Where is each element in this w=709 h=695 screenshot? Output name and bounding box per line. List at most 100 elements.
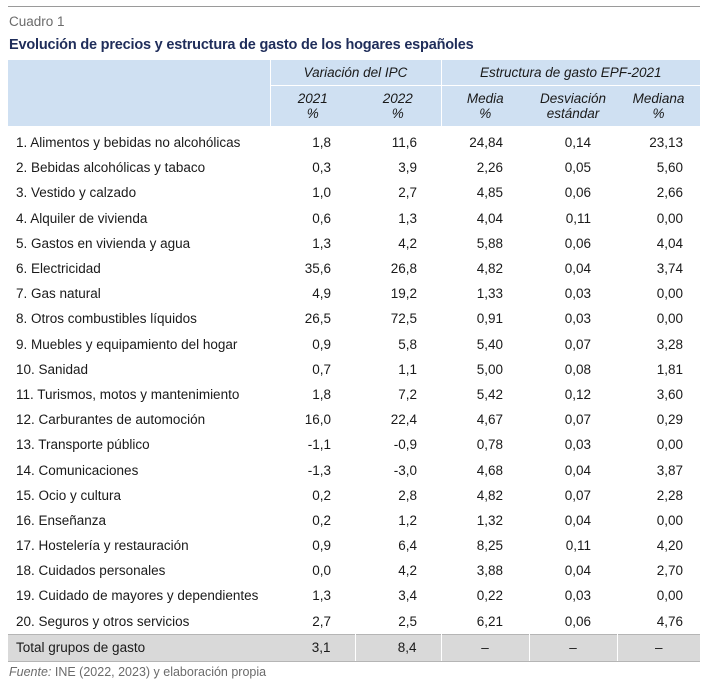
table-row: 20. Seguros y otros servicios 2,7 2,5 6,21 0… <box>8 609 700 635</box>
cell-media: 4,68 <box>476 462 503 478</box>
cell-ipc-2021: 0,9 <box>312 538 331 554</box>
table-row: 13. Transporte público -1,1 -0,9 0,78 0,03 0,… <box>8 432 700 457</box>
cell-media: 1,33 <box>476 286 503 302</box>
cell-ipc-2021: -1,3 <box>307 462 331 478</box>
cell-desviacion: 0,14 <box>564 135 591 151</box>
cell-desviacion: 0,06 <box>564 235 591 251</box>
cell-media: 4,82 <box>476 261 503 277</box>
table-row: 9. Muebles y equipamiento del hogar 0,9 5,… <box>8 332 700 357</box>
cell-desviacion: 0,08 <box>564 361 591 377</box>
cell-desviacion: 0,07 <box>564 487 591 503</box>
cell-ipc-2022: 19,2 <box>390 286 417 302</box>
cell-desviacion: 0,03 <box>564 437 591 453</box>
row-label: 4. Alquiler de vivienda <box>16 210 148 226</box>
top-rule <box>8 6 700 7</box>
header-blank-cell <box>8 60 271 126</box>
cell-media: 0,78 <box>476 437 503 453</box>
cell-desviacion: 0,12 <box>564 386 591 402</box>
cell-mediana: 0,29 <box>656 412 683 428</box>
row-label: 12. Carburantes de automoción <box>16 412 206 428</box>
table-row: 6. Electricidad 35,6 26,8 4,82 0,04 3,74 <box>8 256 700 281</box>
cell-ipc-2021: 26,5 <box>304 311 331 327</box>
row-label: 2. Bebidas alcohólicas y tabaco <box>16 160 206 176</box>
cell-ipc-2022: 2,8 <box>398 487 417 503</box>
cell-media: 5,42 <box>476 386 503 402</box>
cell-ipc-2022: 26,8 <box>390 261 417 277</box>
cell-mediana: 2,70 <box>656 563 683 579</box>
table-row: 11. Turismos, motos y mantenimiento 1,8 7,… <box>8 382 700 407</box>
cell-ipc-2021: 1,0 <box>312 185 331 201</box>
cell-media: 3,88 <box>476 563 503 579</box>
table-row: 7. Gas natural 4,9 19,2 1,33 0,03 0,00 <box>8 281 700 306</box>
cell-ipc-2022: 1,2 <box>398 512 417 528</box>
row-label: 6. Electricidad <box>16 261 101 277</box>
cell-mediana: 3,28 <box>656 336 683 352</box>
cell-ipc-2021: 2,7 <box>312 613 331 629</box>
header-col-mediana: Mediana% <box>617 85 700 126</box>
cell-ipc-2021: 0,2 <box>312 487 331 503</box>
row-label: 10. Sanidad <box>16 361 89 377</box>
cell-media: 4,82 <box>476 487 503 503</box>
source-label: Fuente: <box>9 665 52 679</box>
cell-mediana: 0,00 <box>656 512 683 528</box>
cell-ipc-2021: 16,0 <box>304 412 331 428</box>
cell-mediana: 23,13 <box>649 135 683 151</box>
total-label: Total grupos de gasto <box>8 633 270 662</box>
cell-desviacion: 0,04 <box>564 512 591 528</box>
cell-mediana: 0,00 <box>656 588 683 604</box>
cell-desviacion: 0,05 <box>564 160 591 176</box>
cell-media: 4,67 <box>476 412 503 428</box>
cell-desviacion: 0,11 <box>565 210 591 226</box>
cell-ipc-2022: 6,4 <box>398 538 417 554</box>
table-row: 2. Bebidas alcohólicas y tabaco 0,3 3,9 2,2… <box>8 155 700 180</box>
cell-ipc-2022: 1,1 <box>398 361 417 377</box>
table-number: Cuadro 1 <box>9 14 65 29</box>
cell-mediana: 4,04 <box>656 235 683 251</box>
cell-mediana: 2,66 <box>656 185 683 201</box>
table-body: 1. Alimentos y bebidas no alcohólicas 1,8… <box>8 126 700 634</box>
table-title: Evolución de precios y estructura de gas… <box>9 37 474 53</box>
table-header: Variación del IPC Estructura de gasto EP… <box>8 60 700 126</box>
cell-ipc-2021: 0,2 <box>312 512 331 528</box>
table-row: 8. Otros combustibles líquidos 26,5 72,5 0,… <box>8 306 700 331</box>
total-ipc-2022: 8,4 <box>355 633 442 662</box>
table-row: 19. Cuidado de mayores y dependientes 1,3… <box>8 583 700 608</box>
cell-ipc-2021: 0,6 <box>312 210 331 226</box>
table-row: 15. Ocio y cultura 0,2 2,8 4,82 0,07 2,28 <box>8 483 700 508</box>
cell-desviacion: 0,04 <box>564 563 591 579</box>
row-label: 3. Vestido y calzado <box>16 185 137 201</box>
cell-media: 2,26 <box>476 160 503 176</box>
cell-ipc-2021: 0,9 <box>312 336 331 352</box>
cell-media: 5,88 <box>476 235 503 251</box>
cell-mediana: 5,60 <box>656 160 683 176</box>
total-row: Total grupos de gasto 3,1 8,4 – – – <box>8 633 700 662</box>
header-group-ipc: Variación del IPC <box>270 60 442 86</box>
cell-media: 4,04 <box>476 210 503 226</box>
cell-ipc-2022: 2,5 <box>398 613 417 629</box>
cell-media: 0,91 <box>476 311 503 327</box>
row-label: 1. Alimentos y bebidas no alcohólicas <box>16 135 241 151</box>
row-label: 11. Turismos, motos y mantenimiento <box>16 386 240 402</box>
cell-media: 1,32 <box>476 512 503 528</box>
cell-ipc-2022: 22,4 <box>390 412 417 428</box>
cell-mediana: 2,28 <box>656 487 683 503</box>
total-ipc-2021: 3,1 <box>270 633 356 662</box>
cell-media: 0,22 <box>476 588 503 604</box>
table-row: 17. Hostelería y restauración 0,9 6,4 8,25 0… <box>8 533 700 558</box>
cell-mediana: 3,60 <box>656 386 683 402</box>
table-row: 10. Sanidad 0,7 1,1 5,00 0,08 1,81 <box>8 357 700 382</box>
cell-media: 5,40 <box>476 336 503 352</box>
total-desviacion: – <box>529 633 618 662</box>
cell-mediana: 1,81 <box>656 361 683 377</box>
row-label: 20. Seguros y otros servicios <box>16 613 190 629</box>
cell-mediana: 0,00 <box>656 210 683 226</box>
cell-mediana: 0,00 <box>656 311 683 327</box>
cell-ipc-2022: -0,9 <box>393 437 417 453</box>
cell-mediana: 4,76 <box>656 613 683 629</box>
row-label: 16. Enseñanza <box>16 512 107 528</box>
table-row: 14. Comunicaciones -1,3 -3,0 4,68 0,04 3,87 <box>8 457 700 482</box>
row-label: 5. Gastos en vivienda y agua <box>16 235 191 251</box>
cell-desviacion: 0,04 <box>564 261 591 277</box>
table-row: 3. Vestido y calzado 1,0 2,7 4,85 0,06 2,66 <box>8 180 700 205</box>
cell-desviacion: 0,03 <box>564 311 591 327</box>
